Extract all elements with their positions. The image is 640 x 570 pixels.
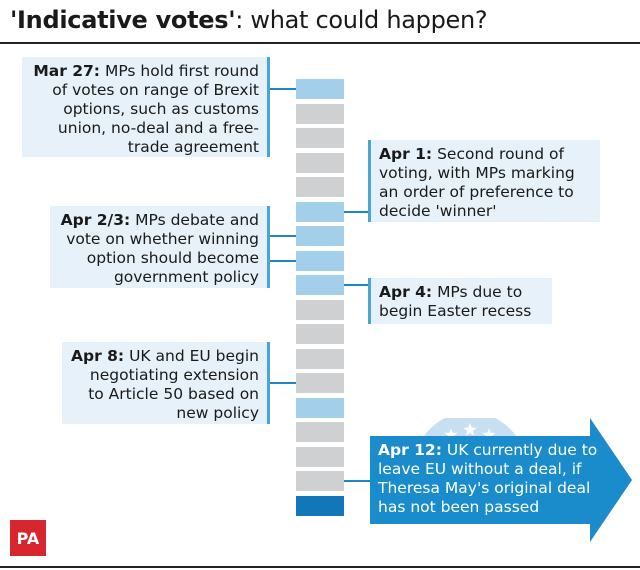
event-text: Second round of voting, with MPs marking… xyxy=(379,145,575,220)
pa-logo: PA xyxy=(10,520,46,556)
timeline-day xyxy=(296,275,344,295)
star-icon xyxy=(463,423,477,436)
event-date: Mar 27: xyxy=(33,62,101,80)
connector-apr4 xyxy=(344,284,368,286)
event-date: Apr 2/3: xyxy=(60,211,131,229)
event-apr1: Apr 1: Second round of voting, with MPs … xyxy=(368,140,600,222)
event-date: Apr 4: xyxy=(379,283,433,301)
timeline-day xyxy=(296,348,344,369)
star-icon xyxy=(482,428,496,441)
timeline-day xyxy=(296,103,344,124)
event-date: Apr 8: xyxy=(71,347,125,365)
timeline-day xyxy=(296,128,344,148)
event-apr8: Apr 8: UK and EU begin negotiating exten… xyxy=(62,342,270,424)
event-text: MPs debate and vote on whether winning o… xyxy=(66,211,259,286)
timeline-day xyxy=(296,495,344,516)
title-rest: : what could happen? xyxy=(235,6,488,34)
event-mar27: Mar 27: MPs hold first round of votes on… xyxy=(22,57,270,157)
top-rule xyxy=(0,42,640,44)
timeline-day xyxy=(296,79,344,99)
timeline-day xyxy=(296,250,344,271)
bottom-rule xyxy=(0,566,640,568)
eu-stars xyxy=(444,423,496,441)
connector-mar27 xyxy=(270,88,296,90)
timeline-day xyxy=(296,446,344,467)
timeline-day xyxy=(296,324,344,344)
timeline-day xyxy=(296,299,344,320)
connector-apr3 xyxy=(270,260,296,262)
event-text: UK currently due to leave EU without a d… xyxy=(378,441,598,516)
timeline-day xyxy=(296,373,344,393)
chart-title: 'Indicative votes': what could happen? xyxy=(10,6,488,34)
timeline-day xyxy=(296,397,344,418)
timeline-day xyxy=(296,177,344,197)
final-arrow xyxy=(370,418,632,542)
timeline-day xyxy=(296,201,344,222)
event-text: UK and EU begin negotiating extension to… xyxy=(88,347,259,422)
timeline-day xyxy=(296,226,344,246)
event-apr12: Apr 12: UK currently due to leave EU wit… xyxy=(378,441,608,517)
event-date: Apr 12: xyxy=(378,441,442,459)
connector-apr12 xyxy=(344,480,372,482)
event-date: Apr 1: xyxy=(379,145,433,163)
event-apr4: Apr 4: MPs due to begin Easter recess xyxy=(368,278,552,324)
title-bold: 'Indicative votes' xyxy=(10,6,236,34)
timeline-day xyxy=(296,422,344,442)
event-apr23: Apr 2/3: MPs debate and vote on whether … xyxy=(50,206,270,288)
event-text: MPs hold first round of votes on range o… xyxy=(52,62,259,156)
star-icon xyxy=(444,428,458,441)
connector-apr8 xyxy=(270,382,296,384)
timeline-day xyxy=(296,152,344,173)
connector-apr1 xyxy=(344,211,368,213)
event-text: MPs due to begin Easter recess xyxy=(379,283,532,320)
timeline-day xyxy=(296,471,344,491)
connector-apr2 xyxy=(270,235,296,237)
arrow-shape xyxy=(370,418,632,542)
